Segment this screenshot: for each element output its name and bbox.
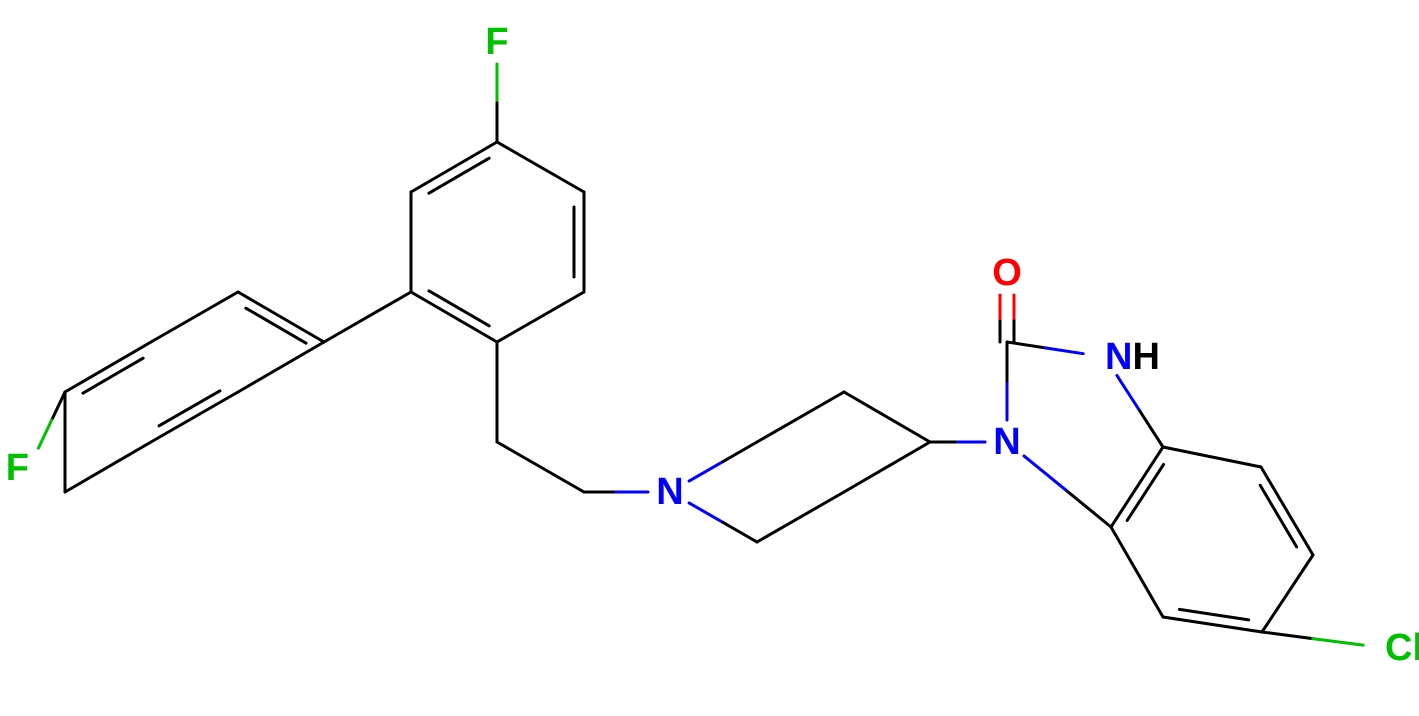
molecule-canvas: F F N N O NH Cl [0,0,1419,716]
n-label: NH [1105,336,1160,378]
n-label: N [993,421,1020,463]
n-label: N [656,471,683,513]
f-label: F [485,21,508,63]
cl-label: Cl [1385,627,1419,669]
o-label: O [992,252,1022,294]
f-label: F [6,447,29,489]
